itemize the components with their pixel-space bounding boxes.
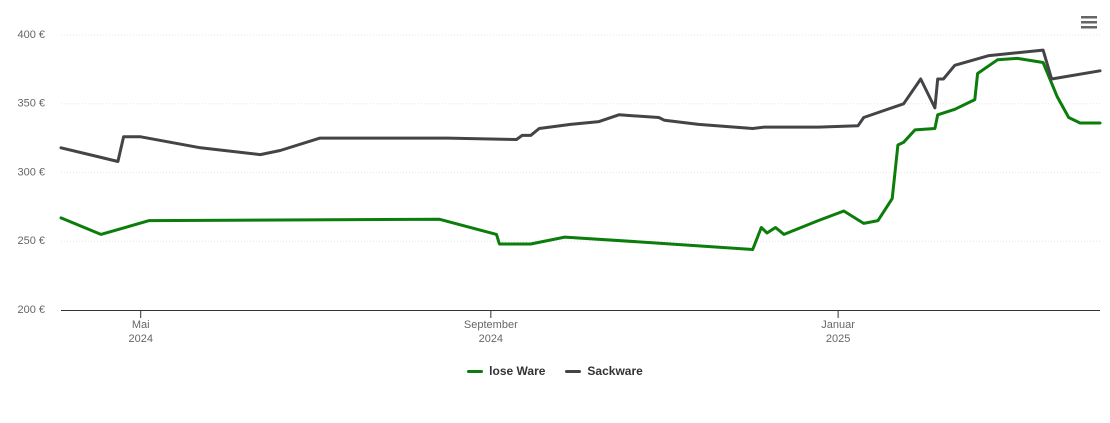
x-tick-label: Mai 2024 — [128, 319, 153, 345]
menu-bar — [1081, 21, 1097, 24]
y-tick-label: 250 € — [17, 235, 45, 247]
y-tick-label: 400 € — [17, 29, 45, 41]
legend-label: lose Ware — [489, 364, 546, 378]
y-tick-label: 200 € — [17, 304, 45, 316]
legend-item[interactable]: Sackware — [565, 364, 643, 378]
legend-label: Sackware — [587, 364, 643, 378]
y-tick-label: 350 € — [17, 98, 45, 110]
legend-swatch — [565, 369, 582, 373]
legend-item[interactable]: lose Ware — [467, 364, 545, 378]
series-line — [59, 48, 1102, 163]
y-tick-label: 300 € — [17, 166, 45, 178]
legend: lose Ware Sackware — [0, 364, 1110, 378]
menu-bar — [1081, 26, 1097, 29]
series-line — [59, 56, 1102, 251]
x-tick-label: Januar 2025 — [821, 319, 855, 345]
menu-button[interactable] — [1080, 14, 1098, 30]
menu-bar — [1081, 16, 1097, 19]
legend-swatch — [467, 369, 484, 373]
x-tick-label: September 2024 — [463, 319, 518, 345]
